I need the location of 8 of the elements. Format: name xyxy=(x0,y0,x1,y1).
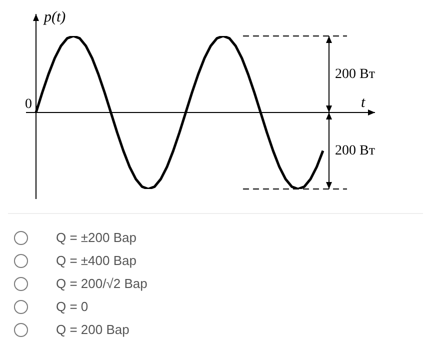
text: 0 xyxy=(25,97,32,112)
text: Q = ±400 Вар xyxy=(56,253,136,268)
x-axis-title: t xyxy=(361,94,366,111)
text: Q = 200 Вар xyxy=(56,322,130,337)
text: Q = 200/√2 Вар xyxy=(56,276,148,291)
text: Q = 0 xyxy=(56,299,88,314)
text: Q = ±200 Вар xyxy=(56,230,136,245)
y-axis-title: p(t) xyxy=(43,9,66,26)
